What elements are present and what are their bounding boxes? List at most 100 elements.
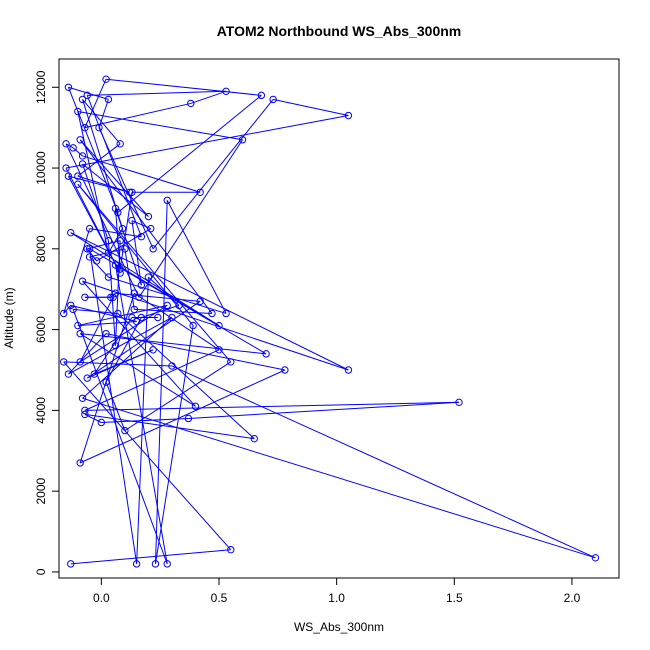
data-point (62, 164, 70, 172)
series-line-segment (77, 304, 168, 327)
data-point (102, 75, 110, 83)
data-point (215, 321, 223, 330)
data-point (137, 281, 146, 289)
data-point (107, 293, 115, 301)
series-line-segment (171, 365, 596, 559)
data-point (128, 188, 136, 196)
series-line-segment (82, 163, 149, 217)
data-point (74, 172, 82, 180)
series-line-segment (72, 147, 83, 157)
y-tick-label: 12000 (34, 70, 48, 104)
chart-title: ATOM2 Northbound WS_Abs_300nm (217, 23, 462, 39)
data-point (121, 245, 129, 253)
data-point (130, 305, 138, 314)
data-point (168, 362, 176, 370)
data-point (132, 317, 141, 326)
series-line-segment (63, 305, 72, 314)
series-line-segment (190, 90, 227, 104)
series-line-segment (79, 369, 286, 464)
y-tick-label: 4000 (34, 397, 48, 424)
data-point (74, 321, 82, 330)
series-line-segment (94, 349, 154, 375)
series-line-segment (84, 401, 460, 411)
series-line-segment (79, 333, 196, 407)
series-line-segment (131, 220, 142, 286)
series-line-segment (87, 90, 227, 96)
data-point (92, 257, 101, 265)
series-line-segment (82, 397, 596, 559)
series-line-segment (65, 143, 74, 149)
data-point (151, 560, 160, 568)
data-point (118, 224, 127, 233)
data-point (109, 293, 117, 301)
data-point (78, 95, 87, 104)
series-line-segment (84, 78, 107, 128)
series-line-segment (93, 317, 133, 375)
data-point (69, 305, 77, 314)
series-points (60, 75, 600, 568)
series-line-segment (141, 304, 180, 318)
data-point (116, 265, 124, 273)
data-point (116, 269, 124, 277)
series-line-segment (79, 139, 149, 217)
data-point (64, 370, 73, 378)
data-point (137, 233, 146, 241)
data-point (67, 560, 75, 568)
series-line-segment (68, 333, 107, 375)
data-point (67, 301, 75, 310)
data-point (208, 309, 216, 318)
series-line-segment (68, 317, 173, 375)
y-tick-label: 6000 (34, 316, 48, 343)
data-point (344, 111, 353, 120)
x-tick-label: 2.0 (564, 591, 581, 605)
series-line-segment (79, 297, 114, 363)
data-point (344, 366, 353, 374)
data-point (187, 99, 195, 108)
y-tick-label: 2000 (34, 477, 48, 504)
data-point (85, 245, 94, 253)
data-point (116, 140, 124, 148)
series-line-segment (105, 317, 142, 383)
data-point (184, 414, 193, 423)
y-tick-label: 10000 (34, 151, 48, 185)
data-point (257, 91, 266, 100)
data-point (147, 224, 155, 233)
data-point (104, 237, 113, 245)
series-line-segment (117, 313, 255, 440)
data-point (455, 398, 463, 407)
data-point (102, 329, 110, 338)
data-point (81, 123, 89, 132)
data-point (76, 459, 84, 467)
y-axis: 0 2000 4000 6000 8000 10000 12000 (34, 70, 60, 575)
data-point (149, 346, 157, 354)
data-point (76, 136, 84, 144)
data-point (121, 426, 129, 435)
data-point (83, 374, 91, 382)
series-line-segment (79, 304, 168, 363)
data-point (125, 188, 134, 196)
data-point (196, 188, 204, 196)
data-point (154, 313, 162, 322)
series-line-segment (89, 248, 138, 564)
data-point (144, 212, 153, 221)
series-line-segment (77, 321, 137, 327)
series-line-segment (98, 127, 154, 250)
y-tick-label: 8000 (34, 235, 48, 262)
series-line-segment (119, 192, 133, 270)
series-line-segment (115, 292, 201, 302)
data-point (281, 366, 289, 374)
series-line-segment (84, 102, 191, 129)
series-line-segment (154, 325, 194, 564)
x-tick-label: 1.0 (328, 591, 345, 605)
data-point (269, 95, 277, 104)
series-line-segment (70, 304, 137, 323)
data-point (163, 301, 171, 310)
data-point (85, 253, 94, 261)
series-line-segment (82, 163, 109, 241)
series-line-segment (108, 276, 227, 314)
x-axis-label: WS_Abs_300nm (294, 620, 384, 634)
data-point (262, 350, 270, 358)
data-point (104, 249, 113, 257)
series-line-segment (70, 549, 231, 565)
